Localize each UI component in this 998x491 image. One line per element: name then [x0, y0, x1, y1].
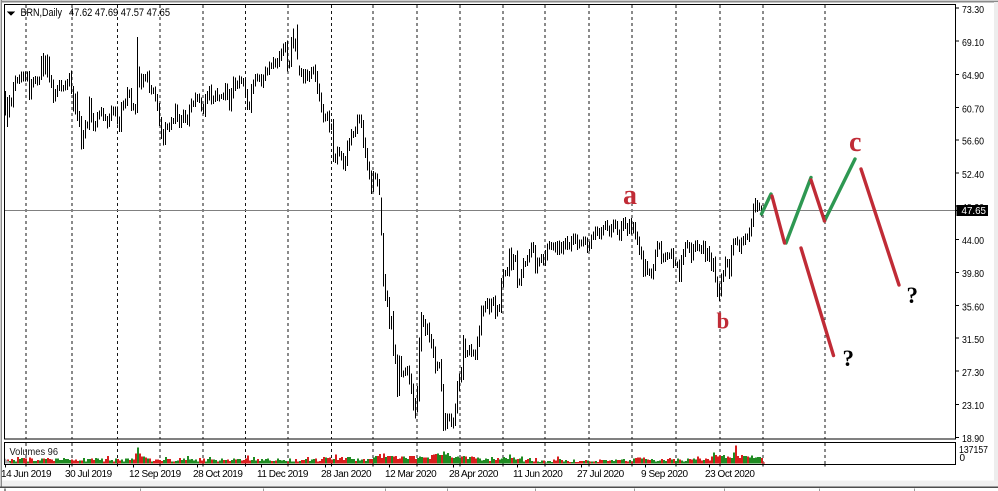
svg-text:47.62 47.69 47.57 47.65: 47.62 47.69 47.57 47.65	[69, 7, 170, 19]
svg-text:12 Mar 2020: 12 Mar 2020	[385, 469, 437, 480]
svg-text:Volumes 96: Volumes 96	[10, 446, 59, 458]
svg-text:31.50: 31.50	[962, 335, 984, 346]
svg-text:69.10: 69.10	[962, 38, 984, 49]
svg-text:52.40: 52.40	[962, 170, 984, 181]
svg-text:?: ?	[843, 346, 855, 371]
svg-text:39.80: 39.80	[962, 269, 984, 280]
svg-text:60.70: 60.70	[962, 104, 984, 115]
svg-text:28 Jan 2020: 28 Jan 2020	[321, 469, 372, 480]
svg-text:27 Jul 2020: 27 Jul 2020	[577, 469, 625, 480]
svg-text:73.30: 73.30	[962, 5, 984, 16]
svg-text:18.90: 18.90	[962, 434, 984, 445]
svg-text:a: a	[623, 180, 637, 211]
svg-text:44.00: 44.00	[962, 236, 984, 247]
svg-text:c: c	[849, 127, 861, 158]
svg-text:11 Dec 2019: 11 Dec 2019	[257, 469, 309, 480]
svg-text:14 Jun 2019: 14 Jun 2019	[1, 469, 52, 480]
svg-text:28 Oct 2019: 28 Oct 2019	[193, 469, 243, 480]
svg-text:56.60: 56.60	[962, 137, 984, 148]
svg-text:9 Sep 2020: 9 Sep 2020	[641, 469, 689, 480]
svg-text:137157: 137157	[959, 445, 988, 456]
svg-text:?: ?	[907, 283, 919, 308]
svg-text:12 Sep 2019: 12 Sep 2019	[129, 469, 182, 480]
svg-text:35.60: 35.60	[962, 302, 984, 313]
svg-text:27.30: 27.30	[962, 368, 984, 379]
svg-text:47.65: 47.65	[962, 206, 987, 217]
svg-text:28 Apr 2020: 28 Apr 2020	[449, 469, 499, 480]
svg-text:23 Oct 2020: 23 Oct 2020	[705, 469, 755, 480]
svg-text:23.10: 23.10	[962, 401, 984, 412]
svg-text:64.90: 64.90	[962, 71, 984, 82]
svg-text:b: b	[717, 309, 730, 334]
svg-text:30 Jul 2019: 30 Jul 2019	[65, 469, 113, 480]
svg-text:11 Jun 2020: 11 Jun 2020	[513, 469, 563, 480]
svg-text:0: 0	[960, 453, 966, 464]
svg-text:BRN,Daily: BRN,Daily	[21, 7, 63, 19]
